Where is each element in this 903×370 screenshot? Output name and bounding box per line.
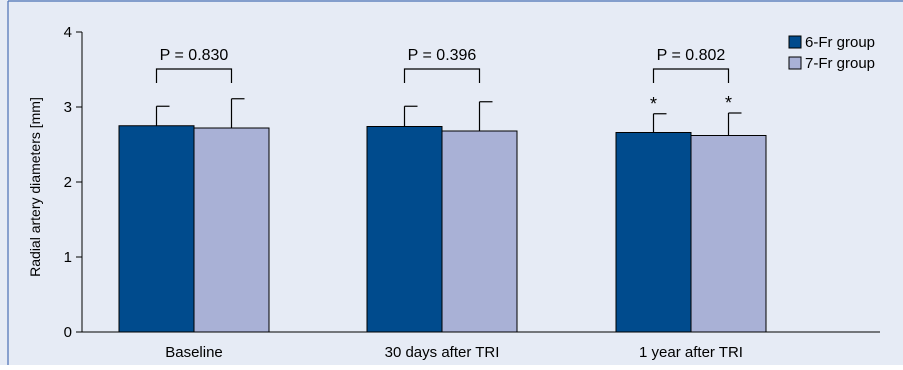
p-value-bracket <box>403 68 481 83</box>
p-value-bracket <box>652 68 730 83</box>
bar <box>441 130 518 333</box>
y-tick-label: 3 <box>64 99 72 116</box>
legend: 6-Fr group 7-Fr group <box>788 34 875 72</box>
bar <box>690 135 767 333</box>
plot-area: 0 1 2 3 4 P = 0.830 Baseline P = 0.396 30 days a… <box>64 24 880 361</box>
p-value-bracket <box>155 68 233 83</box>
p-value-label: P = 0.830 <box>160 47 229 64</box>
legend-label: 7-Fr group <box>805 55 875 72</box>
y-axis-label: Radial artery diameters [mm] <box>27 97 43 277</box>
p-value-label: P = 0.802 <box>657 47 726 64</box>
legend-swatch <box>788 56 802 70</box>
x-tick-label: Baseline <box>165 344 223 361</box>
y-tick-label: 0 <box>64 324 72 341</box>
bar <box>615 132 692 333</box>
legend-label: 6-Fr group <box>805 34 875 51</box>
bar <box>193 127 270 333</box>
y-tick-label: 2 <box>64 174 72 191</box>
p-value-label: P = 0.396 <box>408 47 477 64</box>
x-tick-label: 1 year after TRI <box>639 344 743 361</box>
significance-marker: * <box>650 94 657 114</box>
x-tick-label: 30 days after TRI <box>385 344 500 361</box>
y-tick-label: 4 <box>64 24 72 41</box>
significance-marker: * <box>725 93 732 113</box>
bar <box>366 126 443 333</box>
legend-swatch <box>788 35 802 49</box>
y-tick-label: 1 <box>64 249 72 266</box>
bar <box>118 125 195 333</box>
